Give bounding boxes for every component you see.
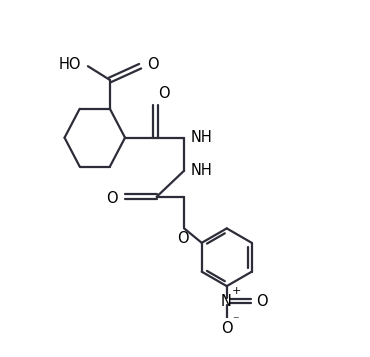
Text: O: O	[147, 57, 159, 72]
Text: +: +	[232, 286, 241, 296]
Text: N: N	[221, 294, 232, 309]
Text: O: O	[107, 191, 118, 206]
Text: O: O	[256, 294, 268, 309]
Text: HO: HO	[58, 57, 81, 72]
Text: ⁻: ⁻	[232, 314, 238, 327]
Text: O: O	[178, 231, 189, 246]
Text: NH: NH	[191, 130, 213, 145]
Text: O: O	[221, 321, 233, 336]
Text: NH: NH	[191, 163, 213, 178]
Text: O: O	[159, 86, 170, 101]
